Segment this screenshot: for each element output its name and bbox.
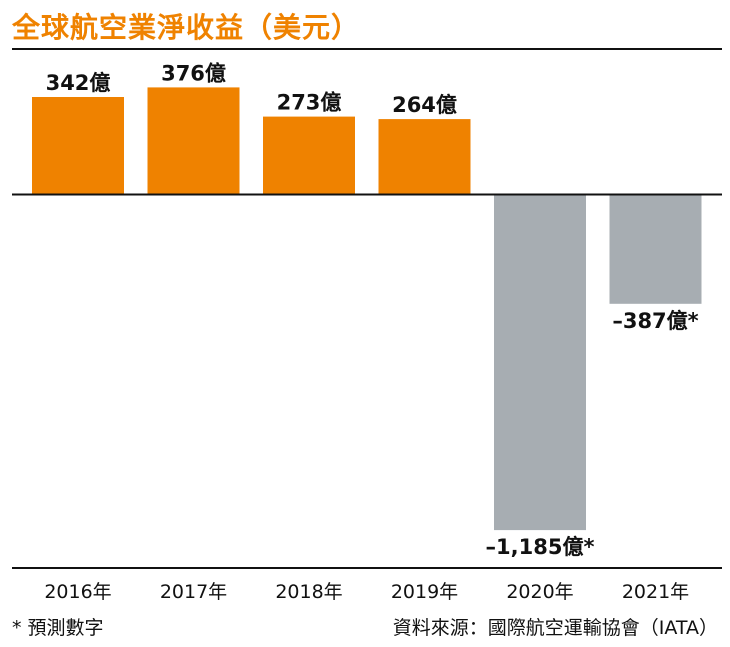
bottom-rule (12, 567, 722, 569)
bar-1 (147, 87, 240, 194)
category-labels-group: 2016年 2017年 2018年 2019年 2020年 2021年 (44, 581, 689, 603)
category-label-3: 2019年 (391, 581, 458, 603)
value-label-1: 376億 (161, 61, 226, 85)
bar-0 (32, 97, 124, 194)
value-labels-group: 342億 376億 273億 264億 –1,185億* –387億* (46, 61, 699, 559)
category-label-0: 2016年 (44, 581, 111, 603)
value-label-4: –1,185億* (486, 535, 595, 559)
category-label-4: 2020年 (506, 581, 573, 603)
bar-2 (263, 116, 355, 194)
chart-title: 全球航空業淨收益（美元） (12, 11, 361, 44)
category-label-5: 2021年 (622, 581, 689, 603)
bar-3 (378, 119, 471, 194)
bar-4 (494, 194, 586, 531)
top-rule (12, 48, 722, 50)
value-label-5: –387億* (612, 309, 698, 333)
category-label-1: 2017年 (160, 581, 227, 603)
bars-group (32, 87, 702, 531)
source-credit: 資料來源：國際航空運輸協會（IATA） (392, 617, 718, 639)
category-label-2: 2018年 (275, 581, 342, 603)
value-label-3: 264億 (392, 93, 457, 117)
bar-5 (609, 194, 702, 304)
value-label-0: 342億 (46, 71, 111, 95)
footnote: * 預測數字 (12, 617, 104, 639)
value-label-2: 273億 (277, 91, 342, 115)
